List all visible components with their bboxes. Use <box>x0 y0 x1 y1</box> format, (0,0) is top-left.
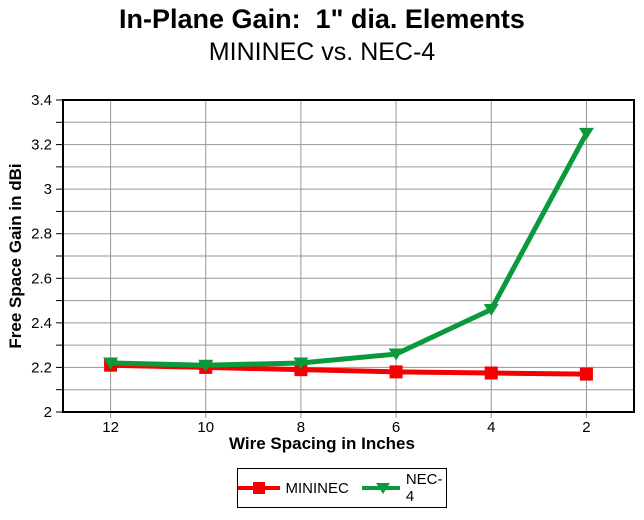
chart-subtitle: MININEC vs. NEC-4 <box>208 38 436 66</box>
marker-mininec <box>579 367 593 381</box>
marker-nec-4 <box>103 357 119 370</box>
y-tick-label: 2.6 <box>31 270 52 287</box>
legend-label-mininec: MININEC <box>285 479 349 497</box>
marker-mininec <box>484 366 498 380</box>
plot-border <box>62 99 635 413</box>
legend-label-nec-4: NEC-4 <box>405 471 443 505</box>
marker-nec-4 <box>198 359 214 372</box>
y-tick-label: 2.2 <box>31 359 52 376</box>
x-tick-label: 10 <box>197 419 214 436</box>
legend-item-nec-4: NEC-4 <box>361 471 447 505</box>
marker-nec-4 <box>578 127 594 140</box>
marker-nec-4 <box>388 348 404 361</box>
marker-nec-4 <box>293 357 309 370</box>
legend-swatch-mininec <box>237 482 280 494</box>
y-tick-label: 3.4 <box>31 92 52 109</box>
legend-item-mininec: MININEC <box>237 479 349 497</box>
y-tick-label: 2.4 <box>31 315 52 332</box>
marker-mininec <box>389 365 403 379</box>
x-tick-label: 12 <box>102 419 119 436</box>
legend-marker-triangle-icon <box>375 483 390 494</box>
y-tick-label: 3 <box>44 181 52 198</box>
chart-title: In-Plane Gain: 1" dia. Elements <box>119 4 525 34</box>
y-tick-label: 2 <box>44 404 52 421</box>
x-tick-label: 4 <box>487 419 495 436</box>
x-tick-label: 2 <box>582 419 590 436</box>
series-line-nec-4 <box>110 132 589 368</box>
marker-mininec <box>294 363 308 377</box>
x-tick-label: 6 <box>392 419 400 436</box>
marker-nec-4 <box>483 303 499 316</box>
y-tick-label: 3.2 <box>31 137 52 154</box>
legend-marker-square-icon <box>252 482 265 494</box>
x-axis-label: Wire Spacing in Inches <box>229 434 415 453</box>
y-axis-label: Free Space Gain in dBi <box>6 163 25 349</box>
legend-swatch-nec-4 <box>361 483 400 494</box>
legend: MININEC NEC-4 <box>237 468 447 508</box>
y-tick-label: 2.8 <box>31 226 52 243</box>
x-tick-label: 8 <box>297 419 305 436</box>
